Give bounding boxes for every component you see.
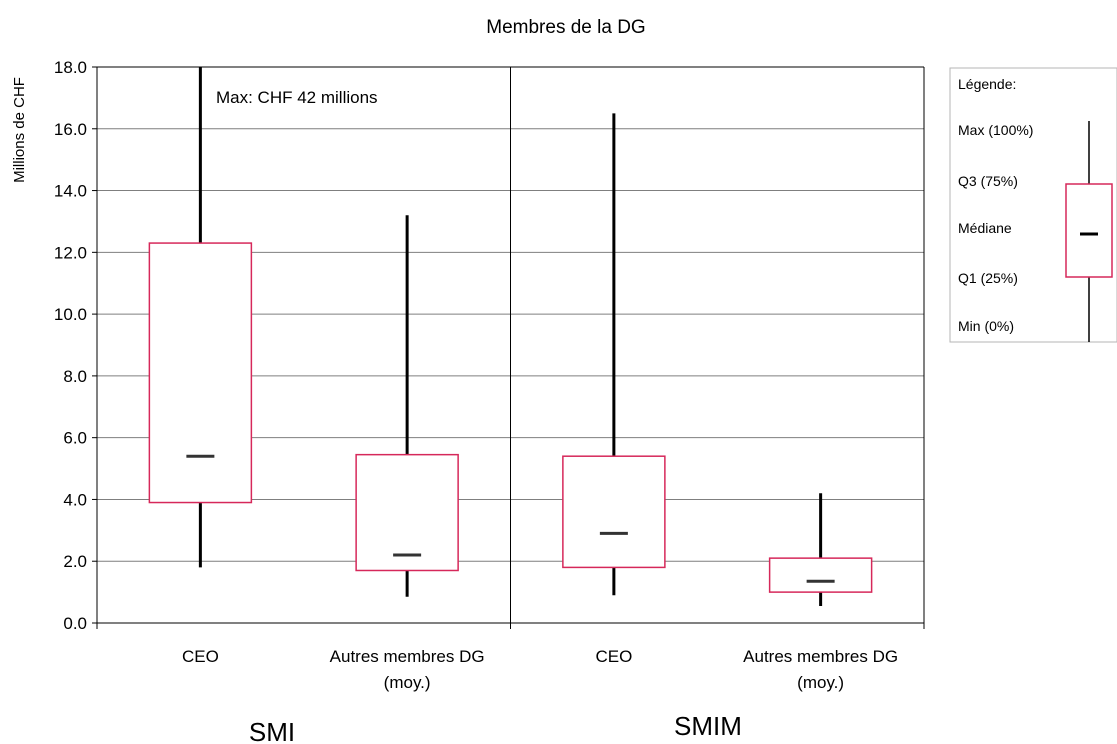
legend-item: Q1 (25%) (958, 270, 1018, 286)
category-label: (moy.) (797, 673, 844, 692)
y-tick-label: 4.0 (63, 490, 87, 509)
y-tick-label: 12.0 (54, 243, 87, 262)
legend-box (1065, 183, 1113, 278)
iqr-box (768, 557, 873, 593)
box-1 (148, 67, 253, 568)
y-tick-label: 0.0 (63, 614, 87, 633)
legend: Légende: Max (100%) Q3 (75%) Médiane Q1 (25%… (949, 67, 1117, 343)
box-4 (768, 493, 873, 607)
legend-item: Q3 (75%) (958, 173, 1018, 189)
y-axis-label: Millions de CHF (11, 77, 28, 183)
axes (96, 66, 925, 629)
chart-title: Membres de la DG (486, 17, 645, 38)
iqr-box (355, 453, 459, 572)
legend-item: Min (0%) (958, 318, 1014, 334)
y-tick-label: 16.0 (54, 120, 87, 139)
category-label: CEO (595, 647, 632, 666)
y-tick-label: 8.0 (63, 367, 87, 386)
category-label: Autres membres DG (330, 647, 485, 666)
legend-title: Légende: (958, 76, 1016, 92)
max-annotation: Max: CHF 42 millions (216, 88, 378, 107)
box-3 (562, 113, 666, 596)
category-label: CEO (182, 647, 219, 666)
category-labels: CEO Autres membres DG (moy.) CEO Autres memb… (182, 647, 898, 744)
category-label: Autres membres DG (743, 647, 898, 666)
y-tick-label: 10.0 (54, 305, 87, 324)
legend-item: Max (100%) (958, 122, 1033, 138)
box-2 (355, 215, 459, 597)
y-tick-label: 2.0 (63, 552, 87, 571)
boxes-layer (148, 67, 873, 607)
iqr-box (148, 242, 253, 504)
legend-item: Médiane (958, 220, 1012, 236)
y-tick-label: 14.0 (54, 182, 87, 201)
group-label-smi: SMI (249, 717, 295, 744)
y-tick-label: 6.0 (63, 429, 87, 448)
y-tick-label: 18.0 (54, 58, 87, 77)
y-axis-ticks: 0.0 2.0 4.0 6.0 8.0 10.0 12.0 14.0 16.0 18.0 (54, 58, 97, 633)
category-label: (moy.) (384, 673, 431, 692)
group-label-smim: SMIM (674, 711, 742, 741)
iqr-box (562, 455, 666, 569)
